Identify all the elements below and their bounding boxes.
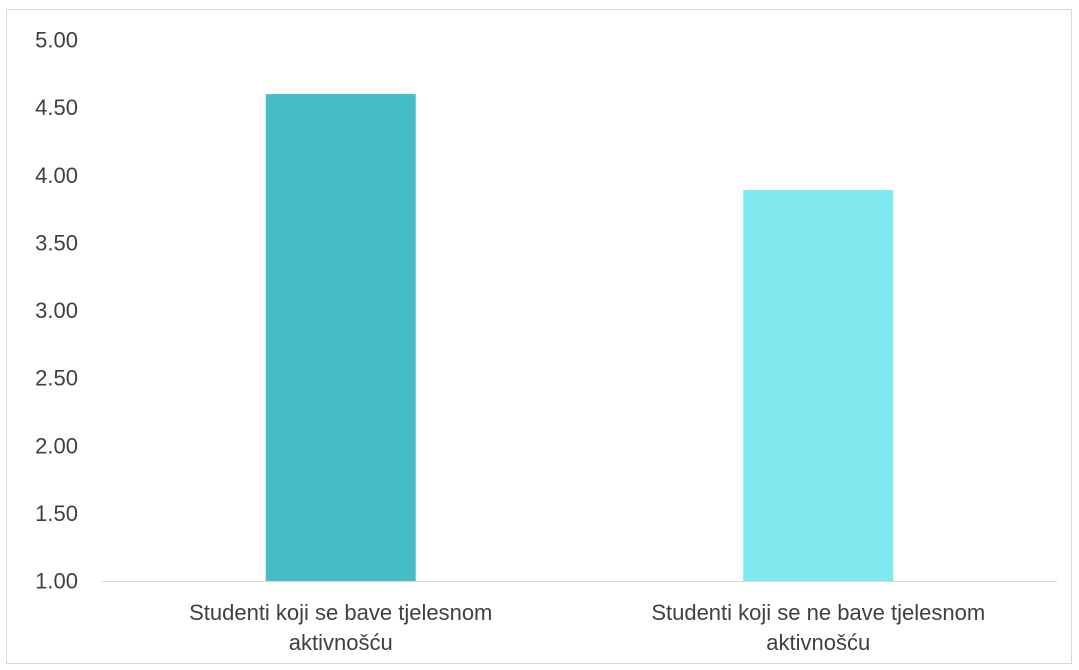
y-tick-label: 3.50: [35, 230, 78, 255]
bars: [265, 94, 894, 581]
y-tick-label: 2.50: [35, 366, 78, 391]
y-tick-label: 4.00: [35, 163, 78, 188]
chart-frame: [6, 9, 1072, 664]
bar: [743, 190, 894, 581]
y-tick-label: 2.00: [35, 433, 78, 458]
x-axis-labels: Studenti koji se bave tjelesnom aktivnošć…: [189, 600, 985, 655]
x-category-label: aktivnošću: [766, 630, 870, 655]
x-category-label: aktivnošću: [289, 630, 393, 655]
x-category-label: Studenti koji se ne bave tjelesnom: [651, 600, 985, 625]
y-tick-label: 1.00: [35, 569, 78, 594]
x-category-label: Studenti koji se bave tjelesnom: [189, 600, 492, 625]
y-tick-label: 5.00: [35, 28, 78, 53]
y-axis-ticks: 1.00 1.50 2.00 2.50 3.00 3.50 4.00 4.50 5.00: [35, 28, 78, 594]
y-tick-label: 4.50: [35, 95, 78, 120]
bar: [265, 94, 416, 581]
y-tick-label: 3.00: [35, 298, 78, 323]
y-tick-label: 1.50: [35, 501, 78, 526]
